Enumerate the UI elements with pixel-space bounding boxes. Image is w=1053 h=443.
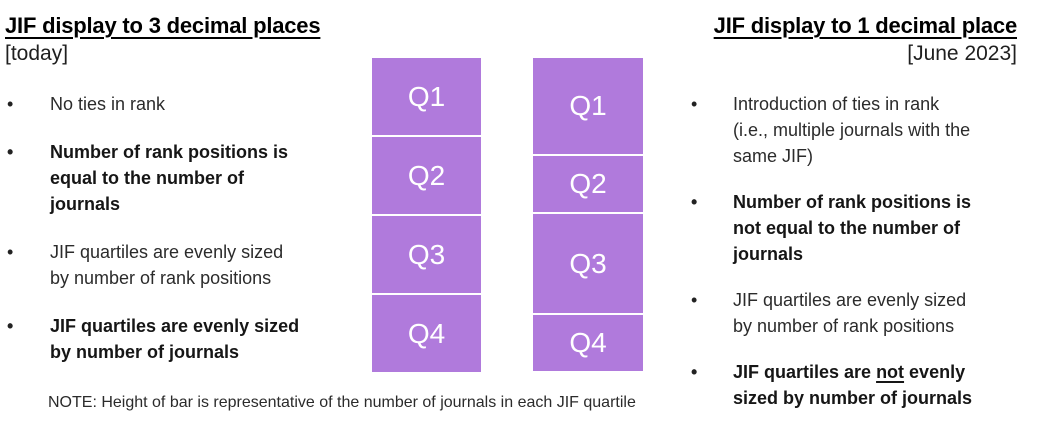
bullet-item: JIF quartiles are evenly sized by number… [5, 313, 353, 365]
bullet-line: (i.e., multiple journals with the [733, 120, 971, 140]
bar-segment-q4: Q4 [372, 295, 481, 372]
left-panel-title-text: JIF display to 3 decimal places [5, 13, 321, 38]
bar-segment-q1: Q1 [372, 58, 481, 135]
bullet-line: JIF quartiles are evenly sized [733, 290, 967, 310]
right-panel-title: JIF display to 1 decimal place [676, 12, 1018, 40]
bar-segment-q1: Q1 [533, 58, 643, 154]
bullet-line: Number of rank positions is [50, 142, 289, 162]
bullet-item: Number of rank positions is not equal to… [676, 189, 1017, 267]
bar-column-today: Q1 Q2 Q3 Q4 [372, 58, 481, 374]
bar-segment-q3: Q3 [533, 214, 643, 313]
right-panel-title-text: JIF display to 1 decimal place [713, 13, 1018, 38]
bar-segment-label: Q4 [407, 317, 446, 349]
bullet-line: by number of journals [50, 342, 240, 362]
bar-segment-label: Q2 [569, 168, 607, 199]
right-panel: JIF display to 1 decimal place [June 202… [676, 12, 1017, 431]
bar-segment-label: Q1 [569, 90, 607, 121]
left-panel: JIF display to 3 decimal places [today] … [5, 12, 353, 387]
bullet-line: sized by number of journals [733, 388, 973, 408]
bar-segment-label: Q4 [569, 327, 607, 358]
bullet-item: JIF quartiles are evenly sized by number… [5, 239, 353, 291]
bar-segment-q3: Q3 [372, 216, 481, 293]
left-bullet-list: No ties in rank Number of rank positions… [5, 91, 353, 365]
bullet-line: journals [733, 244, 804, 264]
bullet-item: JIF quartiles are evenly sized by number… [676, 287, 1017, 339]
bar-segment-q4: Q4 [533, 315, 643, 371]
bullet-line: JIF quartiles are not evenly [733, 359, 1017, 385]
bullet-text-post: evenly [904, 362, 966, 382]
bullet-line: Number of rank positions is [733, 192, 972, 212]
bar-segment-label: Q1 [407, 80, 446, 112]
bar-column-june2023: Q1 Q2 Q3 Q4 [533, 58, 643, 373]
bar-segment-label: Q3 [569, 247, 607, 279]
bar-segment-label: Q3 [407, 238, 446, 270]
bullet-line: JIF quartiles are evenly sized [50, 242, 284, 262]
bullet-text-pre: JIF quartiles are [733, 362, 877, 382]
bullet-line: equal to the number of [50, 168, 245, 188]
left-panel-title: JIF display to 3 decimal places [5, 12, 353, 40]
bullet-line: Introduction of ties in rank [733, 94, 940, 114]
bullet-line: by number of rank positions [50, 268, 272, 288]
footnote: NOTE: Height of bar is representative of… [48, 394, 636, 411]
bar-segment-label: Q2 [407, 159, 446, 191]
bullet-item: Number of rank positions is equal to the… [5, 139, 353, 217]
bullet-line: JIF quartiles are evenly sized [50, 316, 300, 336]
bar-segment-q2: Q2 [533, 156, 643, 212]
right-panel-subtitle: [June 2023] [907, 42, 1017, 65]
bullet-item: JIF quartiles are not evenly sized by nu… [676, 359, 1017, 411]
bullet-item: No ties in rank [5, 91, 353, 117]
bullet-line: journals [50, 194, 121, 214]
bullet-line: not equal to the number of [733, 218, 960, 238]
underlined-word: not [876, 362, 905, 382]
bullet-item: Introduction of ties in rank (i.e., mult… [676, 91, 1017, 169]
right-bullet-list: Introduction of ties in rank (i.e., mult… [676, 91, 1017, 411]
bullet-line: by number of rank positions [733, 316, 955, 336]
bar-segment-q2: Q2 [372, 137, 481, 214]
left-panel-subtitle: [today] [5, 42, 69, 65]
bullet-line: same JIF) [733, 146, 814, 166]
bullet-line: No ties in rank [50, 94, 166, 114]
